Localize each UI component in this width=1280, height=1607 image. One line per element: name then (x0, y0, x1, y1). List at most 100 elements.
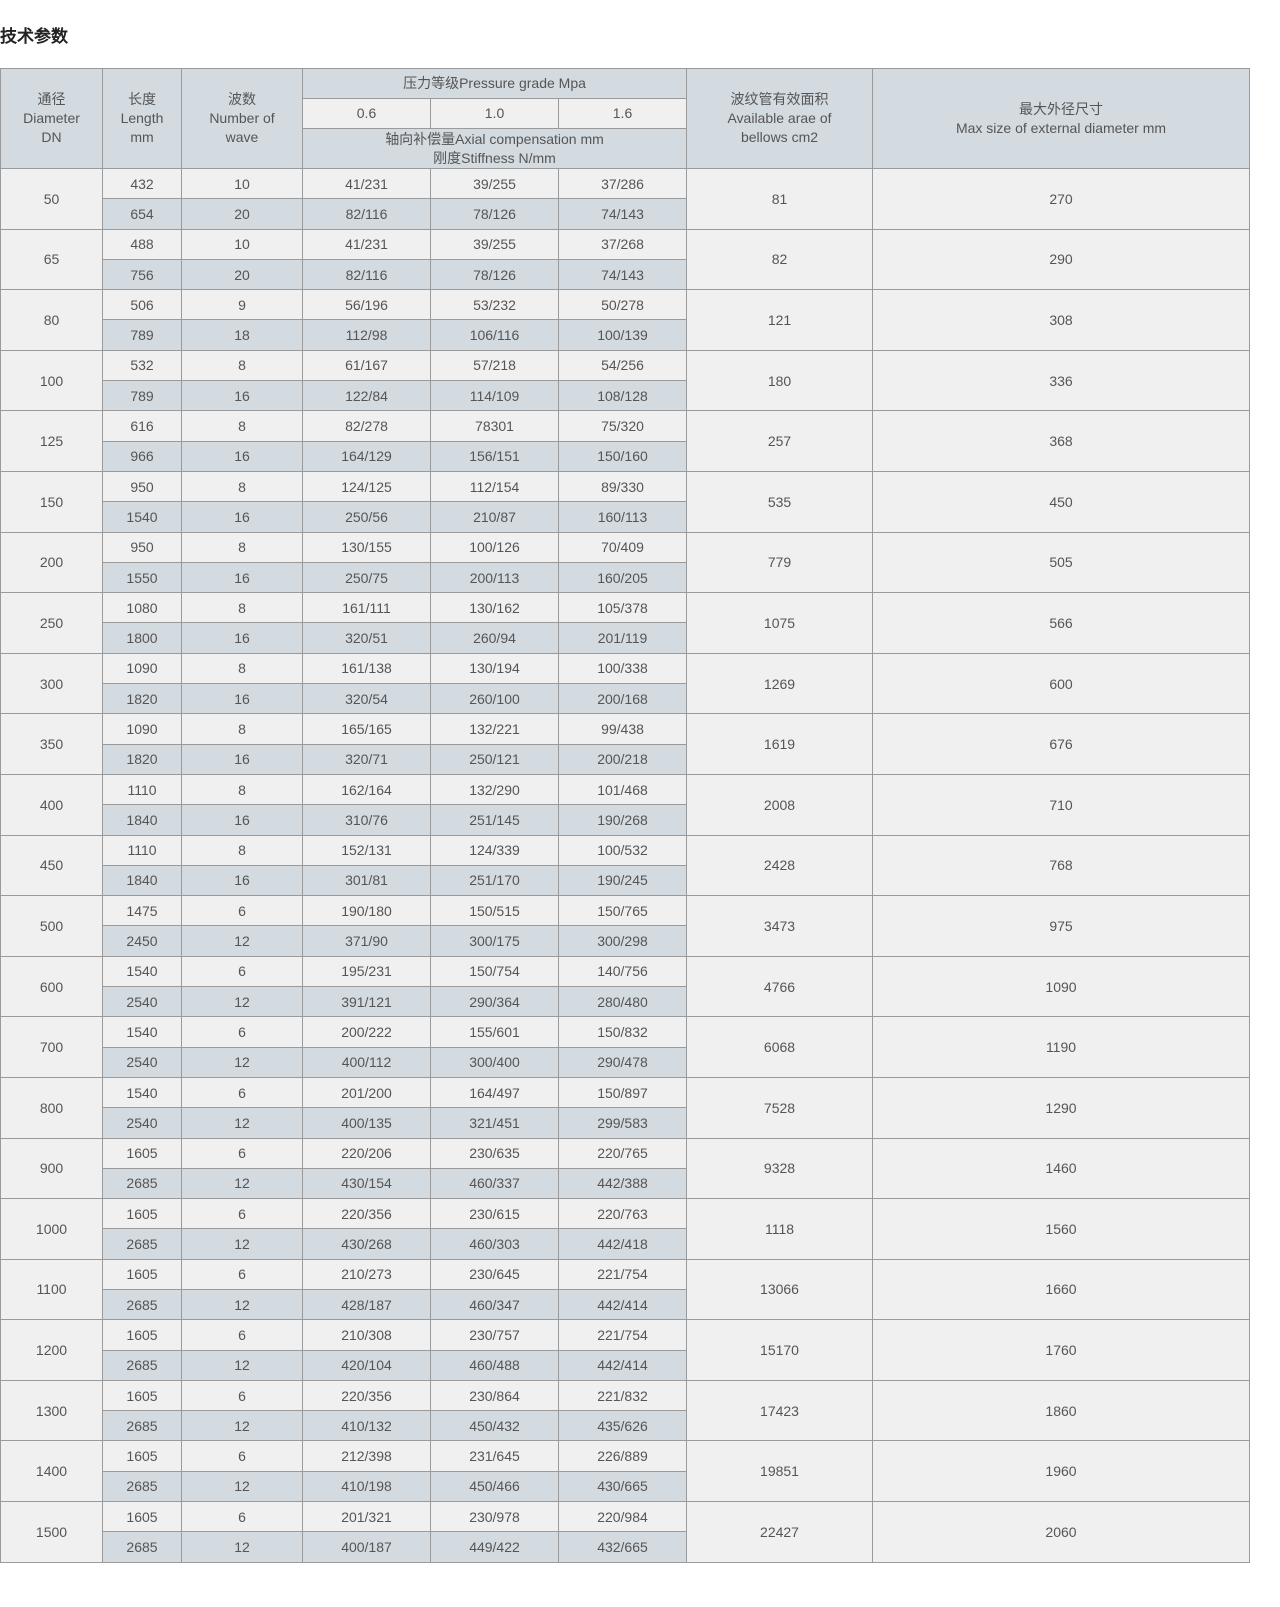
grade-1.6-cell: 160/205 (558, 561, 687, 594)
table-row: 756 20 82/116 78/126 74/143 (1, 258, 1250, 291)
header-diameter: 通径 Diameter DN (0, 68, 103, 169)
grade-0.6-cell: 212/398 (302, 1440, 431, 1472)
grade-0.6-cell: 41/231 (302, 167, 431, 200)
grade-0.6-cell: 310/76 (302, 804, 431, 836)
grade-1.6-cell: 100/139 (558, 319, 687, 351)
grade-1.6-cell: 190/268 (558, 804, 687, 836)
table-row: 350 1090 8 165/165 132/221 99/438 1619 676 (0, 713, 1250, 775)
waves-cell: 12 (181, 986, 303, 1018)
length-cell: 1475 (102, 895, 182, 927)
table-row: 1400 1605 6 212/398 231/645 226/889 19851 1960 (0, 1440, 1250, 1503)
grade-1.6-cell: 108/128 (558, 380, 687, 412)
grade-1.0-cell: 300/400 (430, 1046, 559, 1078)
header-axial-stiffness: 轴向补偿量Axial compensation mm 刚度Stiffness N/… (302, 128, 687, 169)
waves-cell: 8 (181, 773, 303, 806)
grade-1.6-cell: 299/583 (558, 1107, 687, 1139)
length-cell: 1605 (102, 1379, 182, 1412)
waves-cell: 8 (181, 410, 303, 442)
max-size-cell: 1660 (872, 1258, 1250, 1321)
waves-cell: 9 (181, 289, 303, 321)
grade-0.6-cell: 250/75 (302, 561, 431, 594)
waves-cell: 20 (181, 198, 303, 230)
grade-0.6-cell: 122/84 (302, 380, 431, 412)
diameter-cell: 450 (0, 834, 103, 897)
grade-1.0-cell: 290/364 (430, 986, 559, 1018)
grade-1.0-cell: 251/145 (430, 804, 559, 836)
grade-1.0-cell: 231/645 (430, 1440, 559, 1472)
grade-1.6-cell: 432/665 (558, 1531, 687, 1563)
length-cell: 756 (102, 258, 182, 291)
header-grade-0.6: 0.6 (302, 98, 431, 129)
grade-0.6-cell: 430/154 (302, 1167, 431, 1200)
grade-0.6-cell: 56/196 (302, 289, 431, 321)
waves-cell: 12 (181, 1167, 303, 1200)
grade-1.6-cell: 221/754 (558, 1319, 687, 1351)
grade-1.0-cell: 78/126 (430, 198, 559, 230)
max-size-cell: 290 (872, 228, 1250, 291)
length-cell: 2685 (102, 1470, 182, 1503)
length-cell: 2450 (102, 925, 182, 957)
waves-cell: 6 (181, 1501, 303, 1533)
grade-0.6-cell: 165/165 (302, 713, 431, 745)
grade-1.0-cell: 53/232 (430, 289, 559, 321)
diameter-cell: 350 (0, 713, 103, 775)
waves-cell: 16 (181, 683, 303, 715)
waves-cell: 8 (181, 470, 303, 503)
area-cell: 4766 (686, 955, 873, 1018)
table-row: 1840 16 310/76 251/145 190/268 (1, 804, 1250, 836)
length-cell: 616 (102, 410, 182, 442)
waves-cell: 12 (181, 1410, 303, 1442)
grade-1.0-cell: 460/488 (430, 1349, 559, 1381)
grade-1.0-cell: 150/754 (430, 955, 559, 988)
header-grade-1.6: 1.6 (558, 98, 687, 129)
grade-1.6-cell: 200/168 (558, 683, 687, 715)
max-size-cell: 1960 (872, 1440, 1250, 1503)
diameter-cell: 80 (0, 289, 103, 351)
grade-1.6-cell: 201/119 (558, 622, 687, 654)
grade-1.0-cell: 450/466 (430, 1470, 559, 1503)
grade-0.6-cell: 320/54 (302, 683, 431, 715)
grade-1.6-cell: 99/438 (558, 713, 687, 745)
grade-1.0-cell: 39/255 (430, 228, 559, 260)
grade-1.6-cell: 221/832 (558, 1379, 687, 1412)
table-row: 2685 12 400/187 449/422 432/665 (1, 1531, 1250, 1563)
grade-1.6-cell: 74/143 (558, 198, 687, 230)
length-cell: 789 (102, 380, 182, 412)
table-row: 2450 12 371/90 300/175 300/298 (1, 925, 1250, 957)
grade-0.6-cell: 82/116 (302, 198, 431, 230)
grade-0.6-cell: 201/321 (302, 1501, 431, 1533)
table-row: 2685 12 428/187 460/347 442/414 (1, 1288, 1250, 1321)
grade-0.6-cell: 320/71 (302, 743, 431, 775)
area-cell: 2008 (686, 773, 873, 836)
grade-1.0-cell: 230/757 (430, 1319, 559, 1351)
diameter-cell: 250 (0, 592, 103, 654)
length-cell: 532 (102, 349, 182, 382)
length-cell: 1820 (102, 683, 182, 715)
diameter-cell: 150 (0, 470, 103, 533)
waves-cell: 16 (181, 501, 303, 533)
grade-1.6-cell: 200/218 (558, 743, 687, 775)
max-size-cell: 676 (872, 713, 1250, 775)
header-grade-1.0: 1.0 (430, 98, 559, 129)
table-row: 100 532 8 61/167 57/218 54/256 180 336 (0, 349, 1250, 412)
grade-1.0-cell: 106/116 (430, 319, 559, 351)
diameter-cell: 50 (0, 168, 103, 230)
grade-1.0-cell: 124/339 (430, 834, 559, 866)
grade-1.6-cell: 435/626 (558, 1410, 687, 1442)
grade-1.6-cell: 290/478 (558, 1046, 687, 1078)
grade-1.6-cell: 100/338 (558, 652, 687, 685)
area-cell: 15170 (686, 1319, 873, 1381)
length-cell: 1110 (102, 834, 182, 866)
diameter-cell: 1400 (0, 1440, 103, 1503)
grade-1.0-cell: 460/337 (430, 1167, 559, 1200)
header-area: 波纹管有效面积 Available arae of bellows cm2 (686, 68, 873, 169)
max-size-cell: 975 (872, 895, 1250, 957)
area-cell: 1118 (686, 1198, 873, 1260)
grade-1.6-cell: 150/832 (558, 1016, 687, 1048)
area-cell: 779 (686, 531, 873, 594)
waves-cell: 10 (181, 228, 303, 260)
table-row: 400 1110 8 162/164 132/290 101/468 2008 710 (0, 773, 1250, 836)
length-cell: 2685 (102, 1410, 182, 1442)
area-cell: 2428 (686, 834, 873, 897)
grade-1.6-cell: 140/756 (558, 955, 687, 988)
